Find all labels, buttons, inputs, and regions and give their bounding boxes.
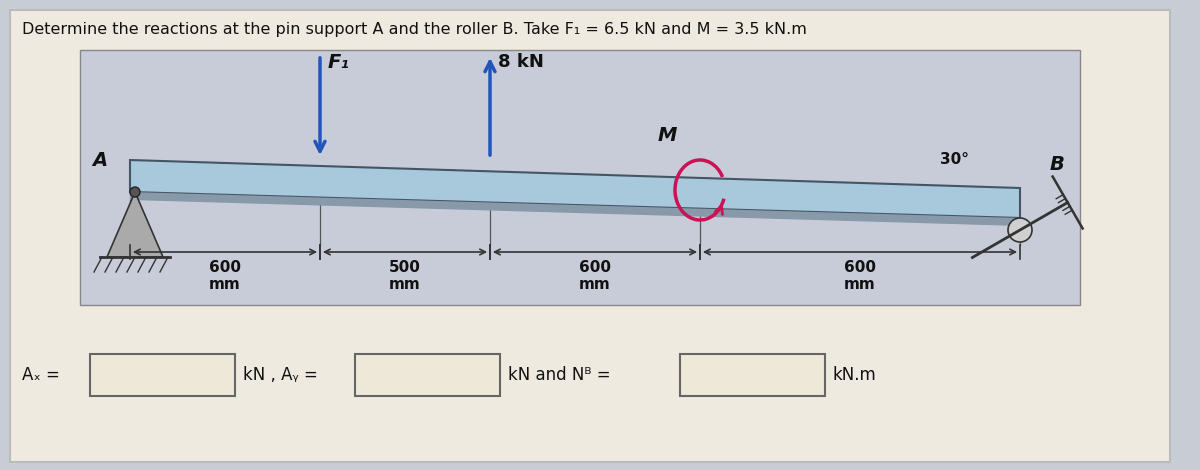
Text: 500
mm: 500 mm [389, 260, 421, 292]
FancyBboxPatch shape [355, 354, 500, 396]
Text: A: A [92, 150, 107, 170]
Text: 600
mm: 600 mm [580, 260, 611, 292]
FancyBboxPatch shape [680, 354, 826, 396]
Text: 30°: 30° [940, 152, 970, 167]
Text: kN.m: kN.m [833, 366, 877, 384]
Text: 600
mm: 600 mm [209, 260, 241, 292]
Text: Determine the reactions at the pin support A and the roller B. Take F₁ = 6.5 kN : Determine the reactions at the pin suppo… [22, 22, 806, 37]
Text: kN , Aᵧ =: kN , Aᵧ = [242, 366, 318, 384]
Polygon shape [130, 160, 1020, 218]
Circle shape [130, 187, 140, 197]
Text: kN and Nᴮ =: kN and Nᴮ = [508, 366, 611, 384]
Polygon shape [107, 192, 163, 257]
Polygon shape [130, 192, 1020, 226]
FancyBboxPatch shape [80, 50, 1080, 305]
Text: 8 kN: 8 kN [498, 53, 544, 71]
Text: M: M [658, 126, 677, 145]
Text: F₁: F₁ [328, 53, 350, 72]
FancyBboxPatch shape [10, 10, 1170, 462]
Text: Aₓ =: Aₓ = [22, 366, 60, 384]
Text: B: B [1050, 156, 1064, 174]
Text: 600
mm: 600 mm [844, 260, 876, 292]
FancyBboxPatch shape [90, 354, 235, 396]
Circle shape [1008, 218, 1032, 242]
